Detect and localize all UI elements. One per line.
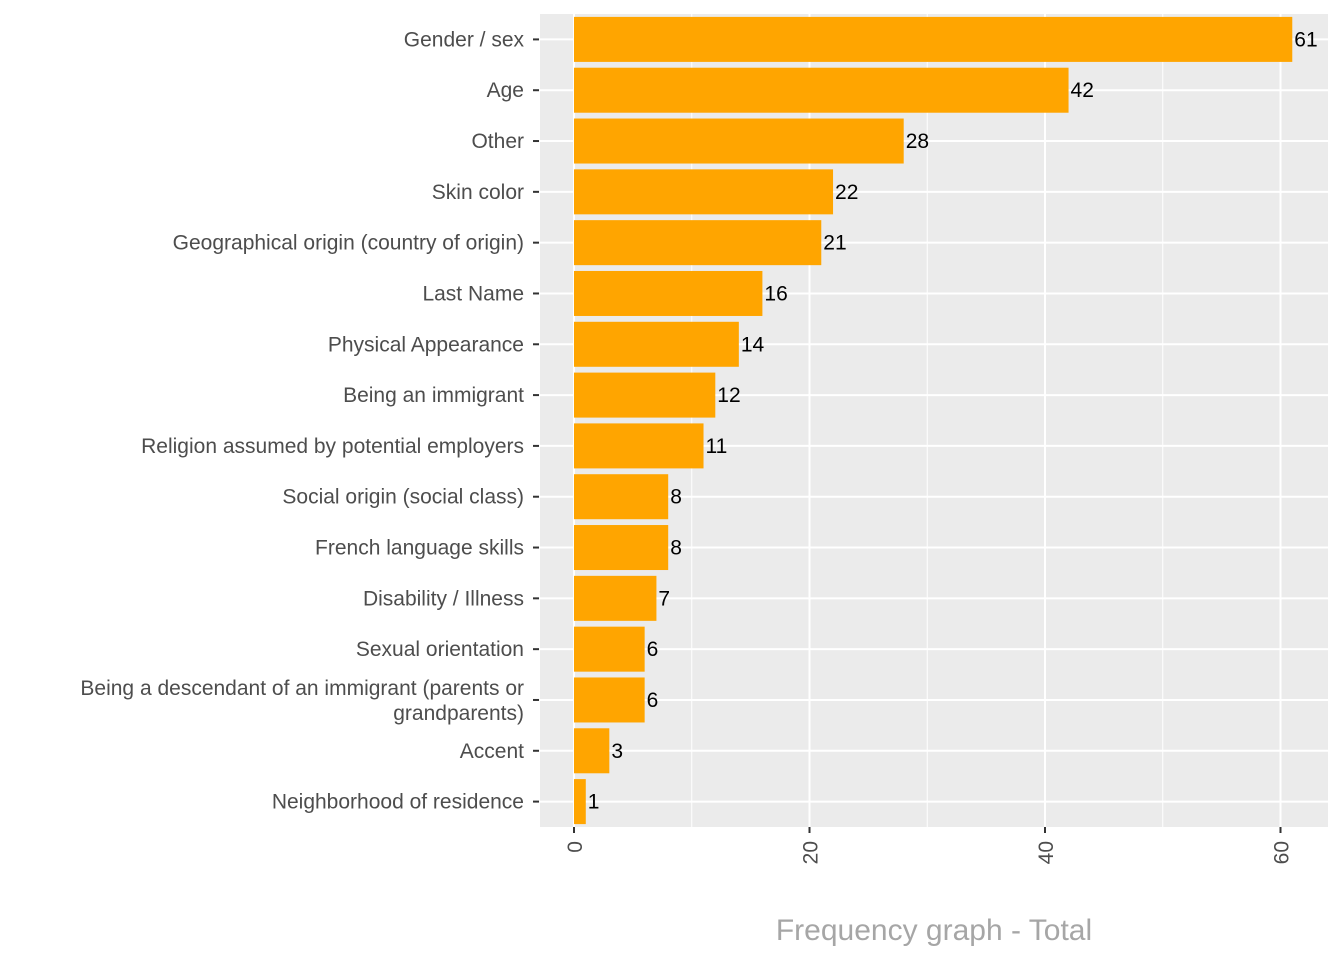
category-label: Skin color <box>432 181 524 204</box>
x-tick-label: 0 <box>564 841 587 853</box>
bars <box>574 16 1293 825</box>
bar <box>574 474 669 520</box>
x-axis-title: Frequency graph - Total <box>776 914 1092 947</box>
category-label: Accent <box>460 740 524 763</box>
value-label: 8 <box>670 486 682 509</box>
bar <box>574 575 657 621</box>
value-label: 16 <box>764 282 787 305</box>
value-label: 8 <box>670 537 682 560</box>
category-label: Last Name <box>422 282 524 305</box>
category-label: Neighborhood of residence <box>272 791 524 814</box>
category-label: French language skills <box>315 537 524 560</box>
value-label: 61 <box>1294 28 1317 51</box>
bar <box>574 728 610 774</box>
value-labels: 61 42 28 22 21 16 14 12 11 8 8 7 6 6 3 1 <box>588 28 1318 813</box>
bar <box>574 372 716 418</box>
category-label: Physical Appearance <box>328 333 524 356</box>
bar <box>574 626 645 672</box>
value-label: 11 <box>706 435 728 458</box>
bar <box>574 16 1293 62</box>
bar <box>574 321 739 367</box>
category-label: Age <box>487 79 524 102</box>
bar <box>574 220 822 266</box>
category-labels: Gender / sex Age Other Skin color Geographic… <box>80 28 524 813</box>
category-label: Being a descendant of an immigrant (pare… <box>80 677 524 725</box>
category-label: Sexual orientation <box>356 638 524 661</box>
value-label: 28 <box>906 130 929 153</box>
value-label: 3 <box>611 740 623 763</box>
bar <box>574 779 586 825</box>
category-label: Being an immigrant <box>343 384 524 407</box>
value-label: 6 <box>647 689 659 712</box>
value-label: 6 <box>647 638 659 661</box>
bar <box>574 169 834 215</box>
value-label: 12 <box>717 384 740 407</box>
value-label: 22 <box>835 181 858 204</box>
x-tick-label: 20 <box>800 841 823 864</box>
value-label: 14 <box>741 333 765 356</box>
y-axis-ticks <box>533 38 539 803</box>
bar <box>574 525 669 571</box>
category-label: Social origin (social class) <box>282 486 524 509</box>
bar <box>574 270 763 316</box>
value-label: 7 <box>658 587 670 610</box>
category-label: Gender / sex <box>404 28 525 51</box>
x-tick-label: 60 <box>1271 841 1294 864</box>
x-tick-label: 40 <box>1035 841 1058 864</box>
value-label: 1 <box>588 791 600 814</box>
x-axis-ticks: 0 20 40 60 <box>564 827 1294 864</box>
value-label: 42 <box>1071 79 1094 102</box>
bar <box>574 118 904 164</box>
bar <box>574 67 1069 113</box>
category-label: Religion assumed by potential employers <box>141 435 524 458</box>
category-label: Geographical origin (country of origin) <box>173 232 524 255</box>
value-label: 21 <box>823 232 846 255</box>
bar <box>574 423 704 469</box>
category-label: Disability / Illness <box>363 587 524 610</box>
category-label: Other <box>471 130 524 153</box>
bar <box>574 677 645 723</box>
